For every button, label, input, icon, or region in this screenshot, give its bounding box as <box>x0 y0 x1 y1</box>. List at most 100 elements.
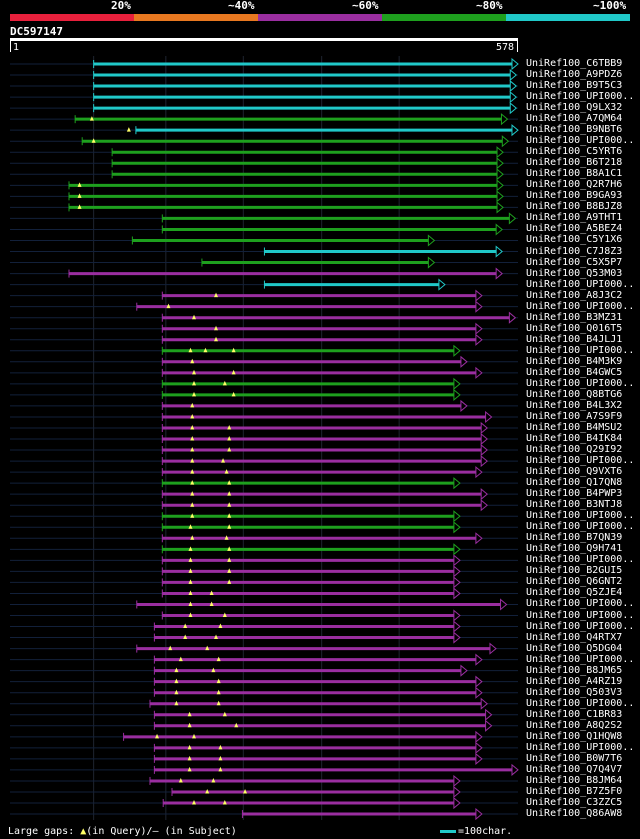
identity-legend: 20% ~40% ~60% ~80% ~100% <box>10 0 630 22</box>
query-gap-triangle-icon <box>222 612 227 617</box>
query-gap-triangle-icon <box>214 336 219 342</box>
hit-label[interactable]: UniRef100_Q1HQW8 <box>526 730 623 742</box>
hit-label[interactable]: UniRef100_UPI000.. <box>526 609 635 621</box>
hit-label[interactable]: UniRef100_C5YRT6 <box>526 146 623 158</box>
hit-label[interactable]: UniRef100_B3MZ31 <box>526 311 623 323</box>
hit-label[interactable]: UniRef100_B4JLJ1 <box>526 333 623 345</box>
hit-label[interactable]: UniRef100_Q7Q4V7 <box>526 763 623 775</box>
hit-label[interactable]: UniRef100_Q5ZJE4 <box>526 587 623 599</box>
hit-label[interactable]: UniRef100_B4GWC5 <box>526 366 623 378</box>
hit-label[interactable]: UniRef100_Q9LX32 <box>526 102 623 114</box>
query-gap-triangle-icon <box>192 314 197 320</box>
hit-label[interactable]: UniRef100_B7Z5F0 <box>526 785 623 797</box>
hit-label[interactable]: UniRef100_A9THT1 <box>526 212 623 224</box>
hit-label[interactable]: UniRef100_Q2R7H6 <box>526 179 623 191</box>
hit-label[interactable]: UniRef100_B3NTJ8 <box>526 499 623 511</box>
query-gap-triangle-icon <box>211 777 216 783</box>
hit-label[interactable]: UniRef100_B6T218 <box>526 157 623 169</box>
hit-label[interactable]: UniRef100_Q5DG04 <box>526 642 623 654</box>
hit-label[interactable]: UniRef100_UPI000.. <box>526 521 635 533</box>
hit-label[interactable]: UniRef100_Q86AW8 <box>526 808 623 820</box>
hit-label[interactable]: UniRef100_B4MSU2 <box>526 421 623 433</box>
hit-label[interactable]: UniRef100_Q17QN8 <box>526 477 623 489</box>
hit-end-arrow-icon <box>475 333 483 346</box>
hit-end-arrow-icon <box>453 477 461 490</box>
hit-label[interactable]: UniRef100_A7QM64 <box>526 113 623 125</box>
hit-label[interactable]: UniRef100_A9PDZ6 <box>526 69 623 81</box>
hit-label[interactable]: UniRef100_Q9H741 <box>526 543 623 555</box>
hit-label[interactable]: UniRef100_UPI000.. <box>526 697 635 709</box>
hit-label[interactable]: UniRef100_C1BR83 <box>526 708 623 720</box>
hit-label[interactable]: UniRef100_A7S9F9 <box>526 410 623 422</box>
hit-label[interactable]: UniRef100_B9T5C3 <box>526 80 623 92</box>
hit-end-arrow-icon <box>496 190 504 203</box>
hit-label[interactable]: UniRef100_Q503V3 <box>526 686 623 698</box>
query-gap-triangle-icon <box>224 469 229 474</box>
hit-label[interactable]: UniRef100_Q6GNT2 <box>526 576 623 588</box>
hit-end-arrow-icon <box>489 642 497 655</box>
query-gap-triangle-icon <box>216 689 221 695</box>
hit-label[interactable]: UniRef100_B9GA93 <box>526 190 623 202</box>
hit-label[interactable]: UniRef100_UPI000.. <box>526 554 635 566</box>
hit-label[interactable]: UniRef100_B4M3K9 <box>526 355 623 367</box>
hit-label[interactable]: UniRef100_B7QN39 <box>526 532 623 544</box>
hit-label[interactable]: UniRef100_UPI000.. <box>526 598 635 610</box>
hit-label[interactable]: UniRef100_B4PWP3 <box>526 488 623 500</box>
query-gap-triangle-icon <box>209 601 214 606</box>
query-gap-triangle-icon <box>218 744 223 750</box>
hit-end-arrow-icon <box>475 675 483 688</box>
hit-label[interactable]: UniRef100_UPI000.. <box>526 510 635 522</box>
hit-label[interactable]: UniRef100_UPI000.. <box>526 278 635 290</box>
hit-label[interactable]: UniRef100_B8JM65 <box>526 664 623 676</box>
query-gap-triangle-icon <box>231 391 236 397</box>
hit-label[interactable]: UniRef100_C5Y1X6 <box>526 234 623 246</box>
hit-label[interactable]: UniRef100_UPI000.. <box>526 135 635 147</box>
hit-label[interactable]: UniRef100_Q8BTG6 <box>526 388 623 400</box>
hit-label[interactable]: UniRef100_A8J3C2 <box>526 289 623 301</box>
hit-label[interactable]: UniRef100_Q9VXT6 <box>526 466 623 478</box>
hit-label[interactable]: UniRef100_A4RZ19 <box>526 675 623 687</box>
hit-label[interactable]: UniRef100_UPI000.. <box>526 300 635 312</box>
query-gap-triangle-icon <box>222 711 227 717</box>
query-gap-triangle-icon <box>218 623 223 629</box>
hit-label[interactable]: UniRef100_UPI000.. <box>526 741 635 753</box>
hit-label[interactable]: UniRef100_UPI000.. <box>526 91 635 103</box>
hit-label[interactable]: UniRef100_C5X5P7 <box>526 256 623 268</box>
hit-label[interactable]: UniRef100_Q53M03 <box>526 267 623 279</box>
hit-label[interactable]: UniRef100_B4L3X2 <box>526 399 623 411</box>
hit-label[interactable]: UniRef100_C6TBB9 <box>526 58 623 69</box>
query-gap-triangle-icon <box>216 700 221 706</box>
hit-end-arrow-icon <box>453 576 461 589</box>
hit-label[interactable]: UniRef100_UPI000.. <box>526 620 635 632</box>
hit-label[interactable]: UniRef100_UPI000.. <box>526 377 635 389</box>
hit-label[interactable]: UniRef100_UPI000.. <box>526 653 635 665</box>
hit-label[interactable]: UniRef100_B4IK84 <box>526 433 623 445</box>
hit-end-arrow-icon <box>509 102 518 115</box>
hit-label[interactable]: UniRef100_B2GUI5 <box>526 565 623 577</box>
hit-end-arrow-icon <box>511 124 519 137</box>
query-gap-triangle-icon <box>188 524 193 529</box>
hit-end-arrow-icon <box>475 730 483 743</box>
hit-label[interactable]: UniRef100_B8BJZ8 <box>526 201 623 213</box>
hit-label[interactable]: UniRef100_Q4RTX7 <box>526 631 623 643</box>
hit-label[interactable]: UniRef100_C7J8Z3 <box>526 245 623 257</box>
hit-label[interactable]: UniRef100_B8A1C1 <box>526 168 623 180</box>
hit-label[interactable]: UniRef100_UPI000.. <box>526 455 635 467</box>
hit-label[interactable]: UniRef100_A8Q2S2 <box>526 719 623 731</box>
hit-label[interactable]: UniRef100_C3ZZC5 <box>526 797 623 808</box>
hit-label[interactable]: UniRef100_UPI000.. <box>526 344 635 356</box>
hit-end-arrow-icon <box>460 664 468 677</box>
hit-label[interactable]: UniRef100_B0W7T6 <box>526 752 623 764</box>
hit-label[interactable]: UniRef100_A5BEZ4 <box>526 223 623 235</box>
query-gap-triangle-icon <box>214 634 219 640</box>
hit-label[interactable]: UniRef100_B8JM64 <box>526 774 623 786</box>
query-gap-triangle-icon <box>190 413 195 419</box>
hit-end-arrow-icon <box>485 410 493 424</box>
hit-end-arrow-icon <box>500 113 509 126</box>
legend-segment <box>134 14 258 21</box>
query-gap-triangle-icon <box>187 766 192 772</box>
hit-end-arrow-icon <box>480 421 488 435</box>
hit-label[interactable]: UniRef100_Q016T5 <box>526 322 623 334</box>
hit-label[interactable]: UniRef100_B9NBT6 <box>526 124 623 136</box>
hit-label[interactable]: UniRef100_Q29I92 <box>526 444 623 456</box>
